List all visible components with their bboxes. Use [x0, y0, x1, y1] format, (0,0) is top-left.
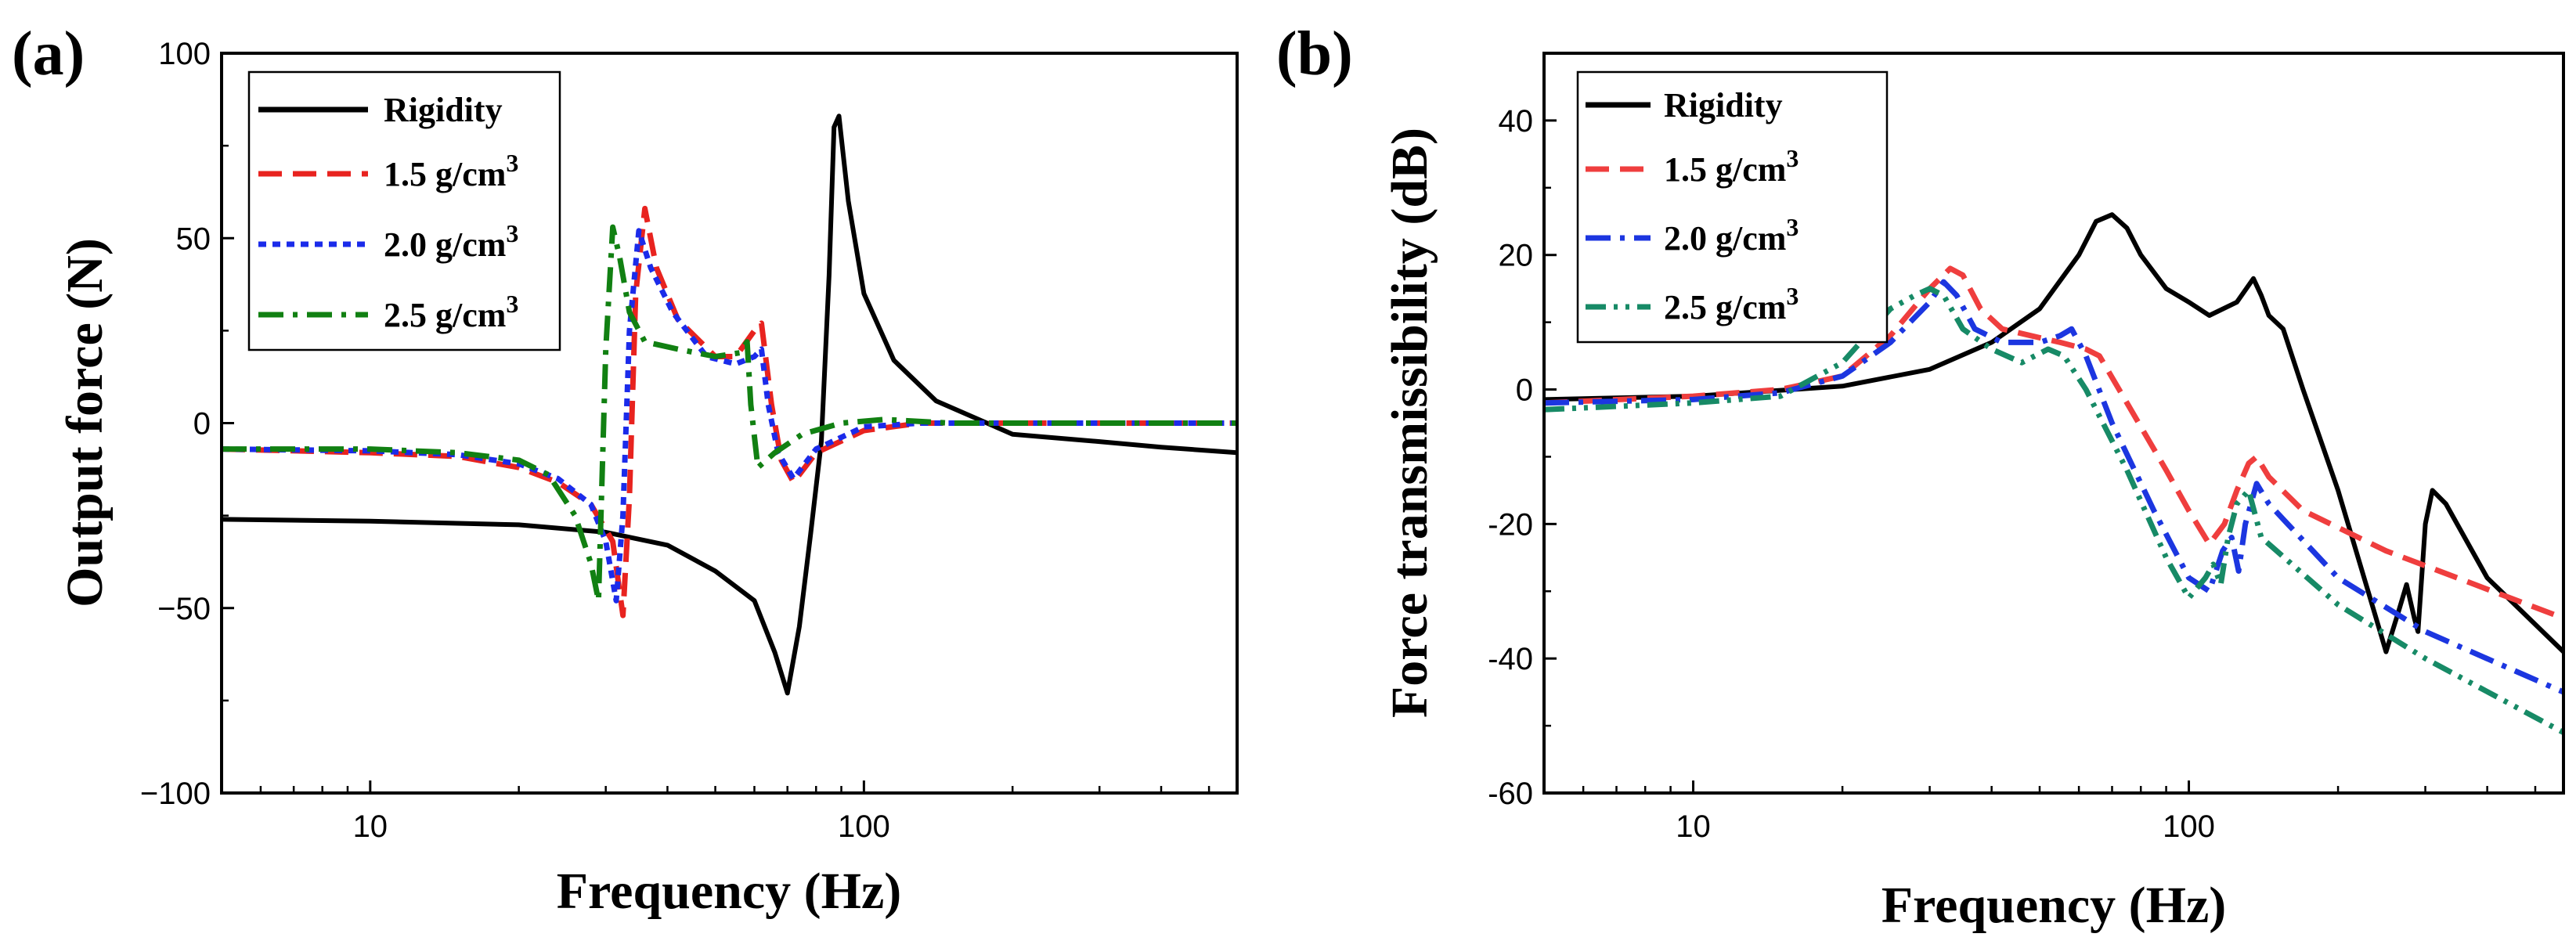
- series-line-b-3: [1544, 286, 2563, 735]
- series-line-b-0: [1544, 212, 2563, 654]
- ticks-b: -60 -40 -20 0 20 40 10 100: [1488, 104, 2537, 844]
- series-line-b-1: [1544, 265, 2563, 621]
- plot-frame-b: [1542, 52, 2565, 795]
- chart-b: (b) -60 -40 -20 0 20 40 10 100 Frequency (Hz) F…: [1276, 20, 2565, 934]
- chart-a: (a) −100 −50 0 50 100 10 100 Frequency (Hz) Ou…: [12, 20, 1239, 920]
- x-tick-label-b-0: 10: [1676, 809, 1711, 844]
- y-tick-label-b-1: -40: [1488, 642, 1533, 676]
- legend-entry-a-1: 1.5 g/cm3: [258, 149, 518, 193]
- legend-label-b-0: Rigidity: [1664, 86, 1783, 124]
- panel-label-a: (a): [12, 20, 85, 88]
- legend-label-b-2: 2.0 g/cm3: [1664, 213, 1799, 258]
- x-tick-label-a-1: 100: [838, 809, 890, 844]
- x-axis-label-a: Frequency (Hz): [557, 863, 902, 920]
- series-line-a-2: [222, 228, 1237, 604]
- y-tick-label-b-0: -60: [1488, 777, 1533, 811]
- x-tick-label-a-0: 10: [353, 809, 388, 844]
- x-axis-label-b: Frequency (Hz): [1881, 877, 2227, 934]
- series-group-a: [222, 114, 1237, 696]
- legend-entry-a-0: Rigidity: [258, 91, 503, 129]
- legend-b: Rigidity 1.5 g/cm3 2.0 g/cm3 2.5 g/cm3: [1576, 70, 1889, 344]
- y-tick-label-b-2: -20: [1488, 507, 1533, 542]
- legend-label-a-0: Rigidity: [384, 91, 503, 129]
- legend-label-b-1: 1.5 g/cm3: [1664, 144, 1799, 189]
- y-tick-label-a-1: −50: [157, 592, 211, 626]
- legend-box-a: [247, 70, 561, 351]
- legend-label-a-3: 2.5 g/cm3: [384, 290, 518, 334]
- y-tick-label-a-0: −100: [140, 777, 211, 811]
- y-tick-label-a-2: 0: [193, 407, 211, 442]
- legend-label-a-1: 1.5 g/cm3: [384, 149, 518, 193]
- legend-label-b-3: 2.5 g/cm3: [1664, 282, 1799, 326]
- legend-entry-a-3: 2.5 g/cm3: [258, 290, 518, 334]
- legend-entry-b-2: 2.0 g/cm3: [1586, 213, 1799, 258]
- legend-entry-b-0: Rigidity: [1586, 86, 1783, 124]
- y-tick-label-b-4: 20: [1499, 239, 1534, 273]
- y-axis-label-a: Output force (N): [56, 238, 114, 607]
- ticks-a: −100 −50 0 50 100 10 100: [140, 37, 1210, 844]
- y-tick-label-a-3: 50: [176, 222, 211, 256]
- plot-frame-a: [220, 52, 1239, 795]
- series-group-b: [1544, 212, 2563, 735]
- x-tick-label-b-1: 100: [2163, 809, 2215, 844]
- y-tick-label-b-3: 0: [1516, 373, 1533, 408]
- legend-entry-b-3: 2.5 g/cm3: [1586, 282, 1799, 326]
- legend-entry-b-1: 1.5 g/cm3: [1586, 144, 1799, 189]
- legend-entry-a-2: 2.0 g/cm3: [258, 219, 518, 264]
- legend-box-b: [1576, 70, 1889, 344]
- panel-label-b: (b): [1276, 20, 1353, 88]
- legend-a: Rigidity 1.5 g/cm3 2.0 g/cm3 2.5 g/cm3: [247, 70, 561, 351]
- y-tick-label-a-4: 100: [158, 37, 211, 71]
- series-line-a-0: [222, 114, 1237, 696]
- y-tick-label-b-5: 40: [1499, 104, 1534, 139]
- y-axis-label-b: Force transmissibility (dB): [1381, 128, 1438, 718]
- legend-label-a-2: 2.0 g/cm3: [384, 219, 518, 264]
